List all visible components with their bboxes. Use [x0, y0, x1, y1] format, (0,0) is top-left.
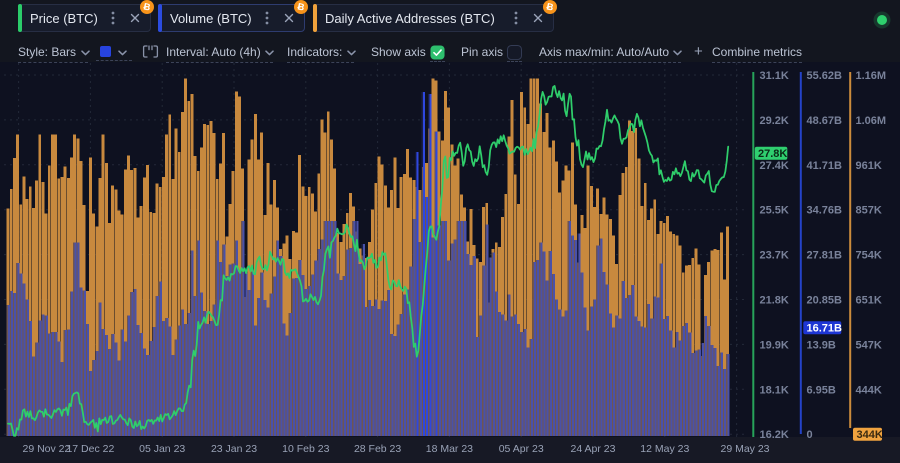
svg-text:17 Dec 22: 17 Dec 22 [66, 443, 114, 455]
svg-text:12 May 23: 12 May 23 [640, 443, 689, 455]
svg-text:21.8K: 21.8K [760, 295, 789, 307]
svg-text:28 Feb 23: 28 Feb 23 [354, 443, 401, 455]
svg-text:27.8K: 27.8K [758, 148, 787, 160]
svg-text:34.76B: 34.76B [807, 205, 843, 217]
svg-text:29 May 23: 29 May 23 [720, 443, 769, 455]
svg-text:25.5K: 25.5K [760, 205, 789, 217]
svg-text:27.81B: 27.81B [807, 250, 843, 262]
svg-text:961K: 961K [856, 160, 882, 172]
svg-text:444K: 444K [856, 384, 882, 396]
svg-text:10 Feb 23: 10 Feb 23 [282, 443, 329, 455]
svg-text:344K: 344K [857, 429, 883, 441]
svg-text:1.16M: 1.16M [856, 70, 887, 82]
svg-text:29.2K: 29.2K [760, 115, 789, 127]
svg-text:24 Apr 23: 24 Apr 23 [571, 443, 616, 455]
svg-text:754K: 754K [856, 250, 882, 262]
svg-text:857K: 857K [856, 205, 882, 217]
svg-text:31.1K: 31.1K [760, 70, 789, 82]
svg-text:05 Jan 23: 05 Jan 23 [139, 443, 185, 455]
svg-text:18 Mar 23: 18 Mar 23 [426, 443, 473, 455]
svg-text:23 Jan 23: 23 Jan 23 [211, 443, 257, 455]
svg-text:41.71B: 41.71B [807, 160, 843, 172]
svg-text:23.7K: 23.7K [760, 250, 789, 262]
svg-text:16.2K: 16.2K [760, 429, 789, 441]
svg-text:651K: 651K [856, 295, 882, 307]
svg-text:48.67B: 48.67B [807, 115, 843, 127]
svg-text:1.06M: 1.06M [856, 115, 887, 127]
svg-text:13.9B: 13.9B [807, 339, 836, 351]
svg-text:547K: 547K [856, 339, 882, 351]
svg-text:18.1K: 18.1K [760, 384, 789, 396]
svg-text:16.71B: 16.71B [807, 323, 843, 335]
svg-text:6.95B: 6.95B [807, 384, 836, 396]
svg-text:0: 0 [807, 429, 813, 441]
svg-text:55.62B: 55.62B [807, 70, 843, 82]
svg-text:20.85B: 20.85B [807, 295, 843, 307]
svg-text:27.4K: 27.4K [760, 160, 789, 172]
svg-text:19.9K: 19.9K [760, 339, 789, 351]
svg-text:29 Nov 22: 29 Nov 22 [23, 443, 71, 455]
svg-text:05 Apr 23: 05 Apr 23 [499, 443, 544, 455]
